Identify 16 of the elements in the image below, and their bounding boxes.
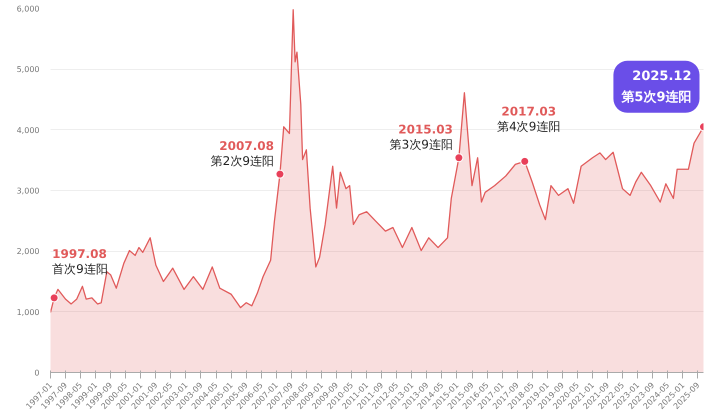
point bbox=[275, 170, 284, 179]
point bbox=[454, 153, 464, 162]
y-tick-label: 6,000 bbox=[16, 4, 40, 14]
y-tick-label: 5,000 bbox=[16, 65, 40, 74]
y-tick-label: 4,000 bbox=[16, 126, 40, 135]
y-tick-label: 3,000 bbox=[16, 186, 40, 196]
annotation: 2017.03 第4次9连阳 bbox=[497, 104, 560, 134]
y-tick-label: 0 bbox=[34, 368, 40, 378]
annotation: 2015.03 第3次9连阳 bbox=[390, 122, 453, 152]
annotation: 2025.12 第5次9连阳 bbox=[620, 68, 692, 105]
y-tick-label: 2,000 bbox=[16, 247, 40, 256]
point bbox=[50, 293, 59, 302]
y-tick-label: 1,000 bbox=[16, 308, 40, 317]
point bbox=[520, 156, 530, 166]
annotation: 2007.08 第2次9连阳 bbox=[210, 139, 274, 168]
annotation: 1997.08 首次9连阳 bbox=[52, 246, 108, 276]
